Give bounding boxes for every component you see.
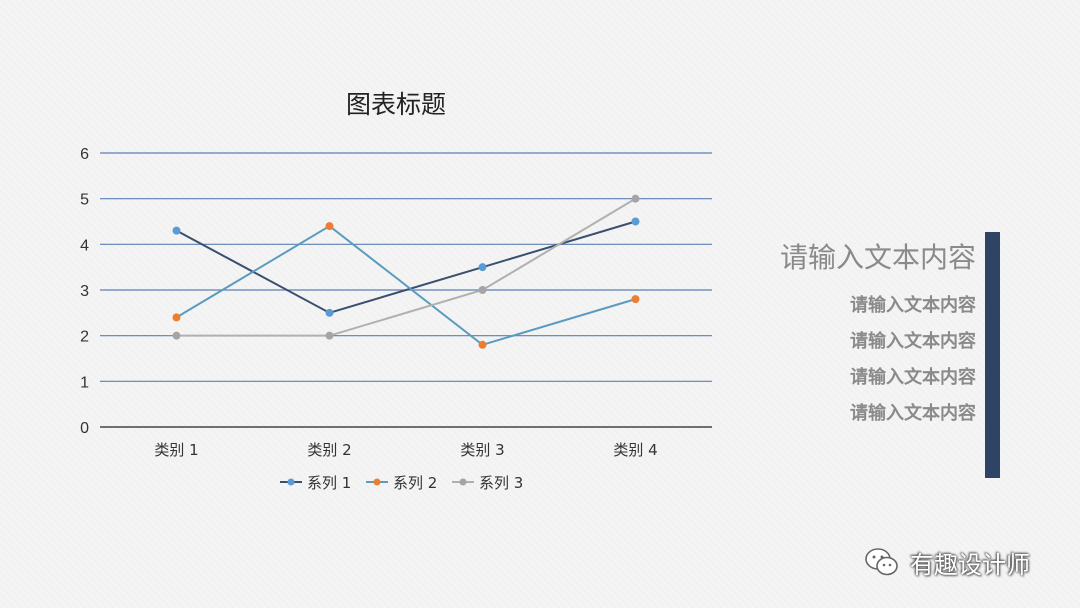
series-3 — [172, 194, 640, 340]
watermark-text: 有趣设计师 — [910, 550, 1030, 579]
y-tick-label-6: 6 — [80, 146, 89, 163]
panel-line-2: 请输入文本内容 — [850, 331, 976, 352]
x-tick-label-4: 类别 4 — [613, 441, 657, 459]
panel-line-1: 请输入文本内容 — [850, 295, 976, 316]
series-1-point-2 — [325, 308, 334, 317]
series-2-point-2 — [325, 222, 334, 231]
legend-item-2: 系列 2 — [366, 474, 437, 492]
legend-item-1: 系列 1 — [280, 474, 351, 492]
watermark: 有趣设计师 — [862, 542, 1030, 582]
series-1 — [172, 217, 640, 317]
accent-bar — [985, 232, 1000, 478]
chart-title: 图表标题 — [346, 90, 446, 119]
chart-legend: 系列 1 系列 2 系列 3 — [280, 474, 523, 492]
legend-label-1: 系列 1 — [307, 474, 351, 492]
x-tick-label-3: 类别 3 — [460, 441, 504, 459]
y-tick-label-4: 4 — [80, 237, 89, 254]
series-1-point-3 — [478, 263, 487, 272]
series-3-point-2 — [325, 331, 334, 340]
series-1-point-4 — [631, 217, 640, 226]
chart-gridlines — [100, 152, 712, 382]
legend-swatch-marker-2 — [373, 478, 381, 486]
series-3-line — [176, 197, 637, 337]
series-3-point-1 — [172, 331, 181, 340]
x-tick-label-1: 类别 1 — [154, 441, 198, 459]
series-2-point-4 — [631, 295, 640, 304]
x-tick-label-2: 类别 2 — [307, 441, 351, 459]
chart-axes: 0 1 2 3 4 5 6 类别 1 类别 2 类别 3 类别 4 — [80, 146, 712, 459]
y-tick-label-2: 2 — [80, 329, 89, 346]
legend-label-3: 系列 3 — [479, 474, 523, 492]
panel-heading: 请输入文本内容 — [779, 241, 976, 274]
legend-item-3: 系列 3 — [452, 474, 523, 492]
y-tick-label-3: 3 — [80, 283, 89, 300]
panel-line-3: 请输入文本内容 — [850, 367, 976, 388]
legend-label-2: 系列 2 — [393, 474, 437, 492]
y-tick-label-5: 5 — [80, 192, 89, 209]
series-2 — [172, 222, 640, 349]
series-2-line — [175, 224, 636, 346]
series-2-point-3 — [478, 340, 487, 349]
text-panel: 请输入文本内容 请输入文本内容 请输入文本内容 请输入文本内容 请输入文本内容 — [780, 238, 976, 432]
series-2-point-1 — [172, 313, 181, 322]
series-3-point-4 — [631, 194, 640, 203]
y-tick-label-0: 0 — [80, 420, 89, 437]
chart-series — [172, 194, 640, 349]
series-3-point-3 — [478, 286, 487, 294]
wechat-icon — [865, 548, 898, 576]
legend-swatch-marker-1 — [287, 478, 295, 486]
series-1-point-1 — [172, 226, 181, 235]
y-tick-label-1: 1 — [80, 374, 89, 391]
panel-line-4: 请输入文本内容 — [850, 403, 976, 424]
series-1-line — [176, 220, 636, 314]
legend-swatch-marker-3 — [459, 478, 467, 486]
